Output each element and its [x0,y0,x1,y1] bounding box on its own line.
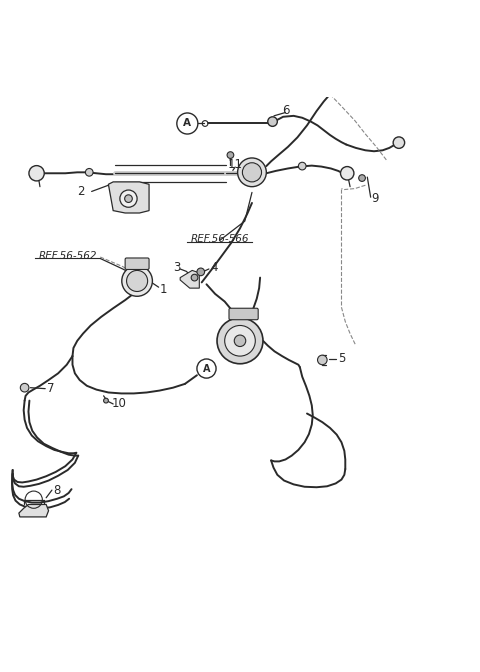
Circle shape [20,384,29,392]
Text: 7: 7 [47,382,55,395]
Polygon shape [19,505,48,517]
Circle shape [122,265,153,296]
Text: 5: 5 [338,353,345,366]
Polygon shape [180,270,199,288]
Text: 4: 4 [210,261,217,274]
Text: 10: 10 [112,397,127,411]
Circle shape [127,270,148,292]
Text: 2: 2 [77,185,84,198]
Text: REF.56-566: REF.56-566 [191,234,249,244]
Circle shape [359,175,365,181]
Circle shape [85,169,93,176]
Circle shape [217,318,263,364]
Circle shape [340,167,354,180]
Circle shape [242,163,262,182]
Text: A: A [183,118,192,128]
FancyBboxPatch shape [125,258,149,269]
Circle shape [125,195,132,202]
Circle shape [268,117,277,126]
Circle shape [318,355,327,365]
Circle shape [227,152,234,159]
Text: 8: 8 [53,484,61,497]
Text: 1: 1 [160,283,167,296]
Text: 3: 3 [173,261,180,274]
Text: A: A [203,364,210,374]
Text: 9: 9 [371,192,379,205]
Circle shape [191,274,198,281]
Circle shape [299,162,306,170]
FancyBboxPatch shape [229,308,258,320]
Circle shape [29,165,44,181]
Text: 6: 6 [282,103,289,117]
Text: 11: 11 [228,158,243,171]
Circle shape [234,335,246,347]
Circle shape [120,190,137,207]
Circle shape [104,398,108,403]
Polygon shape [108,182,149,213]
Circle shape [393,137,405,149]
Circle shape [225,325,255,356]
Circle shape [238,158,266,187]
Circle shape [197,268,204,276]
Text: REF.56-562: REF.56-562 [38,251,97,261]
